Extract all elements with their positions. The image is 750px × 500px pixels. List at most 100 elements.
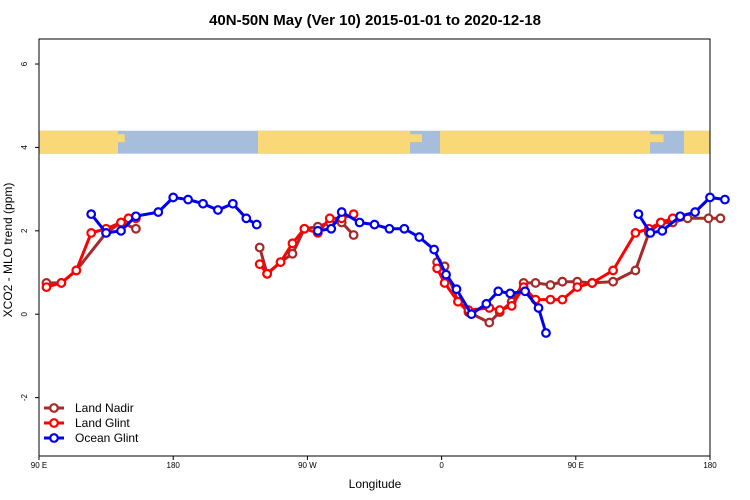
series-point — [494, 305, 505, 315]
series-point — [720, 194, 730, 205]
series-point — [481, 298, 492, 309]
series-point — [530, 278, 541, 288]
x-tick-label: 90 W — [298, 461, 317, 470]
series-point — [254, 259, 265, 270]
series-point — [587, 278, 598, 288]
map-strip — [39, 130, 710, 154]
series-point — [101, 228, 111, 238]
series-point — [198, 198, 208, 209]
series-point — [429, 244, 440, 255]
y-tick-label: 2 — [20, 228, 29, 233]
x-axis: 90 E 180 90 W 0 90 E 180 — [31, 456, 717, 470]
series-point — [705, 192, 715, 203]
x-tick-label: 0 — [439, 461, 444, 470]
y-tick-label: 0 — [20, 311, 29, 316]
map-island-1 — [410, 134, 422, 143]
x-tick-label: 90 E — [31, 461, 47, 470]
series-point — [168, 192, 179, 203]
series-point — [441, 269, 451, 280]
legend-label: Land Glint — [75, 416, 130, 430]
series-point — [466, 309, 477, 320]
series-point — [608, 276, 618, 287]
series-point — [41, 282, 52, 293]
series-point — [86, 228, 97, 238]
map-land-1 — [258, 130, 410, 154]
chart-title: 40N-50N May (Ver 10) 2015-01-01 to 2020-… — [209, 12, 541, 29]
series-point — [715, 213, 726, 224]
legend-label: Land Nadir — [75, 401, 134, 415]
series-point — [630, 228, 641, 238]
series-point — [557, 276, 568, 287]
series-point — [703, 213, 714, 224]
series-point — [572, 282, 583, 293]
series-point — [630, 265, 641, 276]
legend-marker — [49, 433, 59, 443]
series-point — [414, 232, 425, 242]
series-point — [287, 238, 298, 249]
series-point — [324, 213, 335, 224]
series-ocean-glint — [86, 192, 730, 338]
series-point — [131, 211, 141, 222]
series-point — [608, 265, 618, 276]
series-point — [451, 284, 462, 295]
series-point — [439, 278, 450, 288]
series-point — [275, 257, 286, 267]
series-point — [116, 217, 126, 228]
series-point — [86, 209, 97, 220]
map-land-2 — [440, 130, 650, 154]
plot-frame — [38, 38, 711, 457]
series-point — [675, 211, 686, 222]
series-point — [348, 230, 359, 240]
series-point — [541, 328, 551, 338]
series-layer — [41, 192, 730, 338]
x-tick-label: 180 — [167, 461, 181, 470]
series-point — [505, 288, 516, 299]
series-point — [399, 223, 410, 234]
legend-label: Ocean Glint — [75, 431, 139, 445]
series-point — [533, 303, 544, 313]
x-tick-label: 180 — [703, 461, 717, 470]
series-point — [262, 268, 273, 279]
series-point — [213, 205, 223, 215]
series-point — [645, 228, 656, 238]
series-point — [633, 209, 644, 220]
series-point — [506, 300, 517, 311]
y-tick-label: -2 — [20, 394, 29, 402]
series-point — [326, 223, 337, 234]
series-point — [56, 278, 67, 288]
series-point — [655, 217, 666, 228]
series-point — [354, 217, 365, 228]
map-island-0 — [118, 134, 125, 143]
series-point — [131, 223, 141, 234]
series-point — [545, 294, 556, 305]
y-tick-label: 4 — [20, 145, 29, 150]
series-point — [690, 207, 700, 217]
series-point — [153, 207, 164, 217]
series-point — [241, 213, 252, 224]
series-point — [520, 286, 531, 297]
legend-marker — [49, 418, 59, 428]
x-axis-label: Longitude — [349, 477, 402, 491]
map-land-0 — [39, 130, 118, 154]
map-island-2 — [650, 134, 664, 143]
series-point — [287, 248, 298, 259]
series-point — [312, 225, 323, 236]
series-point — [557, 294, 568, 305]
series-point — [116, 225, 126, 236]
series-point — [254, 242, 265, 253]
series-point — [336, 207, 347, 217]
legend-marker — [49, 403, 59, 413]
series-point — [227, 198, 238, 209]
y-axis-label: XCO2 - MLO trend (ppm) — [1, 183, 15, 318]
series-point — [369, 219, 380, 230]
series-point — [251, 219, 262, 230]
series-point — [484, 317, 495, 328]
y-tick-label: 6 — [20, 61, 29, 66]
series-point — [384, 223, 395, 234]
series-point — [453, 296, 463, 307]
y-axis: -2 0 2 4 6 — [20, 61, 39, 401]
x-tick-label: 90 E — [568, 461, 584, 470]
series-point — [545, 280, 556, 290]
